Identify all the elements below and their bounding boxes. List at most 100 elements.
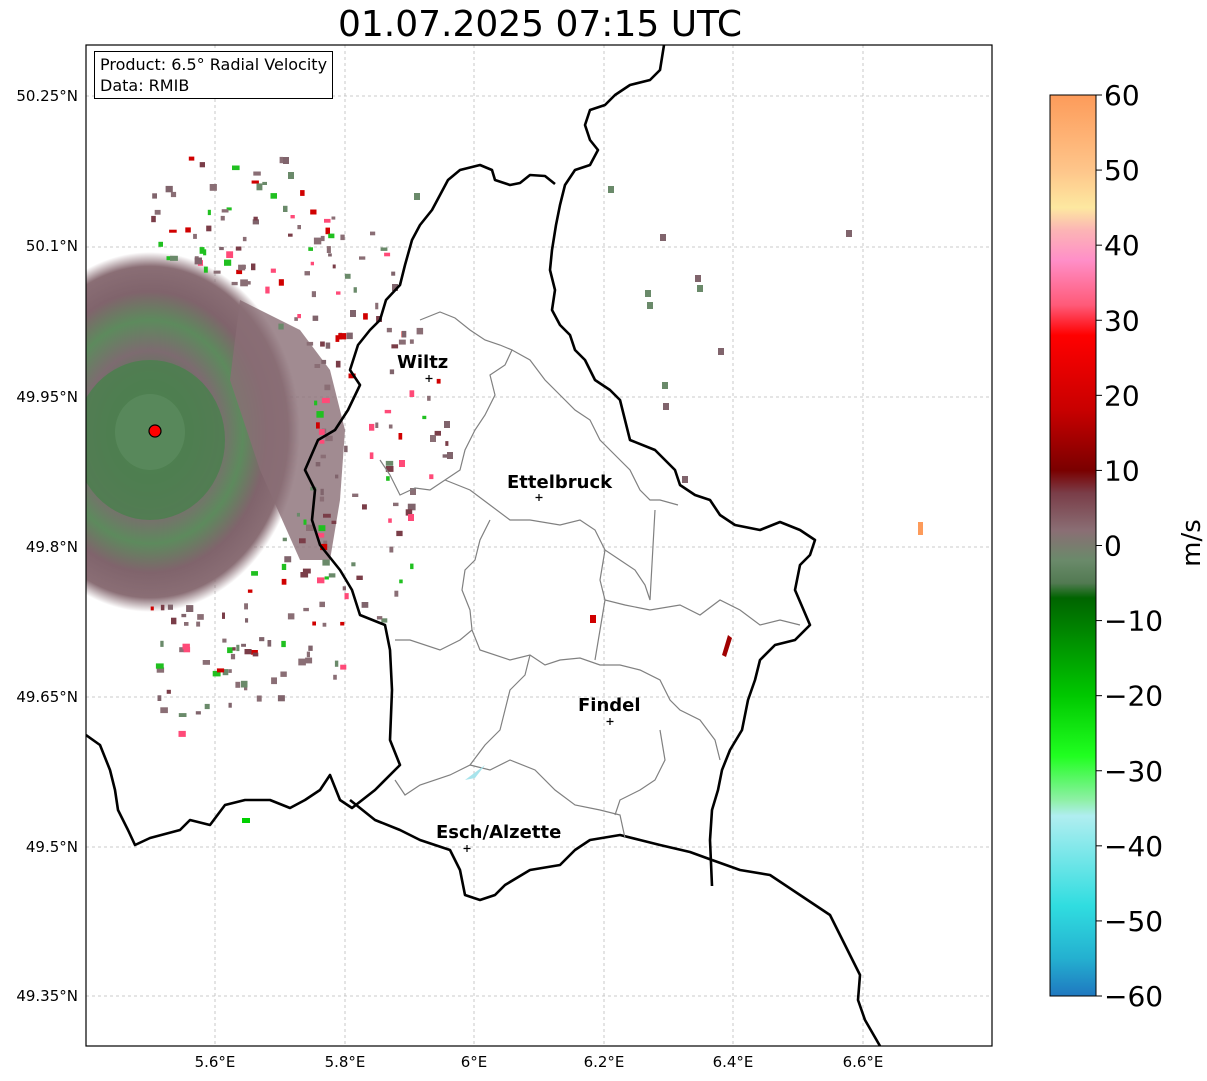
echo-speckle (323, 513, 331, 518)
echo-speckle (389, 546, 394, 553)
colorbar-tick-label: 0 (1104, 530, 1122, 563)
echo-speckle (282, 537, 287, 542)
echo-speckle (228, 669, 232, 673)
map-title: 01.07.2025 07:15 UTC (337, 4, 743, 45)
longitude-labels: 5.6°E 5.8°E 6°E 6.2°E 6.4°E 6.6°E (195, 1053, 884, 1071)
lon-label: 6.4°E (713, 1053, 754, 1071)
echo-speckle (340, 621, 345, 626)
echo-speckle (207, 209, 211, 216)
echo-speckle (226, 207, 232, 211)
echo-speckle (178, 730, 186, 737)
echo-speckle (288, 172, 294, 179)
echo-speckle (384, 409, 392, 414)
echo-speckle (384, 252, 391, 257)
colorbar-tick-label: 60 (1104, 79, 1140, 112)
echo-speckle (381, 618, 388, 623)
echo-speckle (682, 476, 688, 483)
echo-speckle (335, 360, 341, 368)
echo-speckle (321, 359, 327, 364)
echo-speckle (157, 695, 162, 701)
echo-speckle (718, 348, 724, 355)
echo-speckle (250, 650, 258, 655)
echo-speckle (340, 664, 347, 670)
echo-speckle (314, 364, 321, 368)
echo-speckle (391, 271, 396, 276)
echo-speckle (256, 183, 263, 191)
echo-speckle (165, 185, 173, 193)
city-label-esch: Esch/Alzette (436, 822, 561, 843)
echo-speckle (399, 460, 405, 467)
echo-speckle (280, 671, 287, 677)
echo-speckle (316, 533, 325, 538)
echo-speckle (216, 668, 225, 673)
echo-speckle (389, 369, 395, 375)
echo-speckle (188, 156, 195, 161)
colorbar-tick-label: 40 (1104, 229, 1140, 262)
echo-speckle (251, 180, 259, 184)
echo-speckle (150, 606, 154, 611)
echo-speckle (356, 575, 363, 580)
echo-speckle (220, 215, 225, 221)
radar-station-marker (148, 424, 162, 438)
echo-speckle (322, 622, 327, 627)
echo-speckle (160, 604, 165, 611)
city-marker-wiltz (425, 375, 433, 382)
echo-speckle (396, 530, 403, 537)
echo-speckle (298, 658, 306, 666)
echo-speckle (252, 219, 259, 225)
echo-speckle (370, 231, 376, 236)
echo-speckle (158, 241, 163, 247)
echo-speckle (252, 652, 259, 657)
colorbar-tick-label: 20 (1104, 379, 1140, 412)
echo-speckle (325, 342, 331, 349)
echo-speckle (202, 660, 210, 665)
lat-label: 49.35°N (16, 987, 78, 1005)
echo-speckle (385, 466, 394, 472)
echo-speckle (196, 621, 201, 627)
echo-speckle (335, 474, 339, 479)
echo-speckle (308, 247, 313, 251)
echo-speckle (315, 462, 321, 467)
echo-speckle (380, 247, 388, 251)
echo-speckle (324, 576, 329, 580)
echo-speckle (324, 384, 331, 391)
colorbar-unit-label: m/s (1176, 519, 1207, 567)
lat-label: 49.8°N (26, 538, 78, 556)
echo-speckle (645, 290, 651, 297)
echo-speckle (409, 390, 415, 397)
echo-speckle (319, 601, 325, 608)
echo-speckle (375, 422, 379, 428)
echo-speckle (259, 637, 265, 642)
echo-speckle (183, 647, 191, 653)
echo-speckle (230, 653, 236, 660)
echo-speckle (361, 602, 369, 608)
echo-speckle (251, 263, 256, 271)
echo-speckle (300, 190, 305, 196)
echo-speckle (221, 209, 229, 213)
echo-speckle (262, 181, 267, 185)
echo-speckle (314, 400, 318, 406)
colorbar (1049, 94, 1097, 997)
echo-speckle (663, 403, 669, 410)
echo-speckle (160, 640, 164, 647)
echo-speckle (359, 256, 366, 260)
echo-speckle (352, 493, 359, 497)
echo-speckle (393, 502, 399, 507)
colorbar-tick-label: 50 (1104, 154, 1140, 187)
echo-speckle (242, 236, 247, 242)
echo-speckle (405, 509, 413, 516)
echo-speckle (306, 651, 310, 658)
echo-speckle (401, 330, 407, 338)
echo-speckle (348, 373, 356, 379)
radar-speckles (150, 156, 852, 737)
echo-speckle (300, 572, 309, 578)
echo-speckle (427, 395, 431, 401)
echo-speckle (336, 291, 341, 295)
echo-speckle (222, 669, 229, 676)
colorbar-tick-label: −30 (1104, 755, 1163, 788)
echo-speckle (447, 452, 453, 459)
red-echo-small (590, 615, 596, 623)
echo-speckle (206, 225, 212, 232)
echo-speckle (386, 476, 390, 481)
country-borders (86, 45, 882, 1046)
